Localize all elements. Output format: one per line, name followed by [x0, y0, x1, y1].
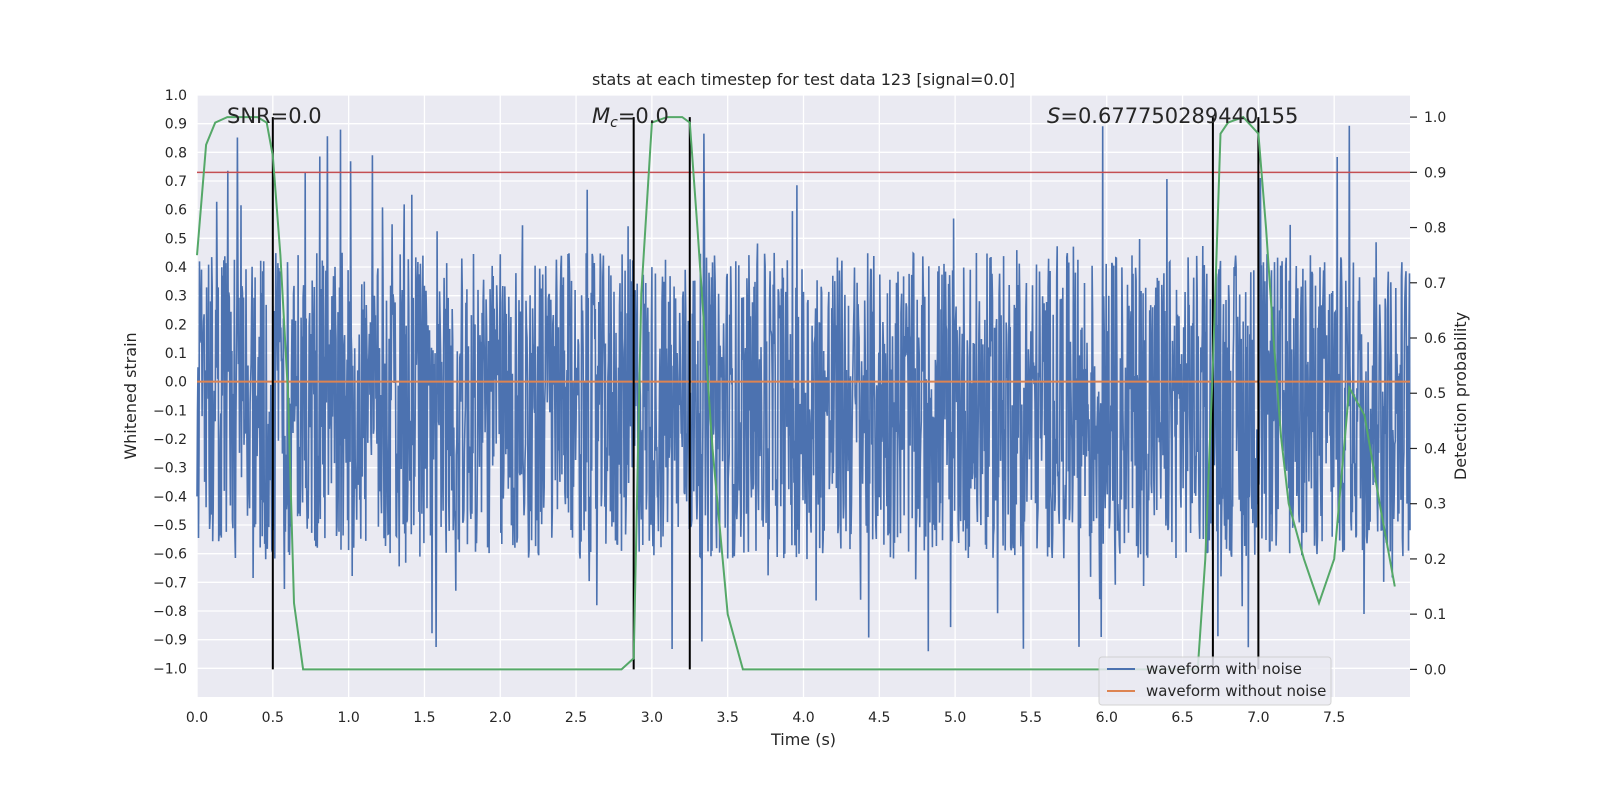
y2-tick-label: 0.0 — [1424, 662, 1446, 678]
y-axis-label: Whitened strain — [121, 332, 140, 459]
y-tick-label: −0.5 — [153, 518, 187, 534]
y-tick-label: −1.0 — [153, 661, 187, 677]
y-tick-label: 1.0 — [165, 88, 187, 104]
y-tick-label: −0.6 — [153, 547, 187, 563]
y-tick-label: 0.4 — [165, 260, 187, 276]
mc-symbol: M — [592, 104, 610, 128]
y-tick-label: 0.0 — [165, 375, 187, 391]
y-tick-label: −0.1 — [153, 403, 187, 419]
legend: waveform with noise waveform without noi… — [1098, 656, 1332, 706]
x-tick-label: 6.0 — [1096, 710, 1118, 726]
x-tick-label: 0.5 — [262, 710, 284, 726]
y-tick-label: −0.9 — [153, 633, 187, 649]
x-tick-label: 7.5 — [1323, 710, 1345, 726]
y2-tick-label: 0.1 — [1424, 607, 1446, 623]
y-tick-label: −0.2 — [153, 432, 187, 448]
x-tick-label: 4.5 — [868, 710, 890, 726]
y2-tick-label: 0.9 — [1424, 165, 1446, 181]
detection-probability-line — [196, 115, 1396, 671]
snr-annotation: SNR=0.0 — [227, 104, 322, 128]
y2-tick-label: 0.5 — [1424, 386, 1446, 402]
s-annotation: S=0.677750289440155 — [1047, 104, 1298, 128]
y-tick-label: −0.7 — [153, 575, 187, 591]
y2-tick-label: 0.3 — [1424, 497, 1446, 513]
y2-tick-label: 0.6 — [1424, 331, 1446, 347]
x-tick-label: 3.0 — [641, 710, 663, 726]
y-tick-label: 0.8 — [165, 145, 187, 161]
lines-layer — [196, 115, 1410, 671]
s-symbol: S — [1047, 104, 1060, 128]
x-tick-label: 0.0 — [186, 710, 208, 726]
mc-value: =0.0 — [618, 104, 669, 128]
legend-entry-noise: waveform with noise — [1146, 660, 1302, 678]
y-tick-label: −0.4 — [153, 489, 187, 505]
y-tick-label: 0.7 — [165, 174, 187, 190]
y-tick-label: 0.6 — [165, 203, 187, 219]
y2-tick-label: 0.2 — [1424, 552, 1446, 568]
legend-entry-clean: waveform without noise — [1146, 682, 1326, 700]
y2-tick-label: 0.7 — [1424, 276, 1446, 292]
y-tick-label: −0.3 — [153, 461, 187, 477]
y-tick-label: 0.3 — [165, 289, 187, 305]
x-axis-label: Time (s) — [770, 730, 836, 749]
y2-tick-label: 1.0 — [1424, 110, 1446, 126]
mc-annotation: Mc=0.0 — [592, 104, 669, 131]
x-tick-label: 1.5 — [413, 710, 435, 726]
x-tick-label: 2.5 — [565, 710, 587, 726]
x-tick-label: 5.5 — [1020, 710, 1042, 726]
y2-tick-label: 0.8 — [1424, 221, 1446, 237]
s-value: =0.677750289440155 — [1060, 104, 1298, 128]
y-tick-label: 0.5 — [165, 231, 187, 247]
y-tick-label: −0.8 — [153, 604, 187, 620]
x-tick-label: 1.0 — [337, 710, 359, 726]
y-tick-label: 0.9 — [165, 117, 187, 133]
noise-waveform-line — [196, 125, 1411, 652]
y2-axis-label: Detection probability — [1451, 312, 1470, 480]
x-tick-label: 3.5 — [717, 710, 739, 726]
y-tick-label: 0.2 — [165, 317, 187, 333]
x-tick-label: 5.0 — [944, 710, 966, 726]
y2-tick-label: 0.4 — [1424, 441, 1446, 457]
x-tick-label: 6.5 — [1171, 710, 1193, 726]
chart-title: stats at each timestep for test data 123… — [592, 70, 1015, 89]
x-tick-label: 7.0 — [1247, 710, 1269, 726]
mc-subscript: c — [610, 115, 618, 131]
ticks-layer: 0.0 0.5 1.0 1.5 2.0 2.5 3.0 3.5 4.0 4.5 5.0 5.5 6.0 6… — [153, 88, 1446, 726]
legend-box — [1098, 656, 1332, 706]
x-tick-label: 2.0 — [489, 710, 511, 726]
y-tick-label: 0.1 — [165, 346, 187, 362]
x-tick-label: 4.0 — [792, 710, 814, 726]
waveform-with-noise-series — [196, 125, 1411, 652]
